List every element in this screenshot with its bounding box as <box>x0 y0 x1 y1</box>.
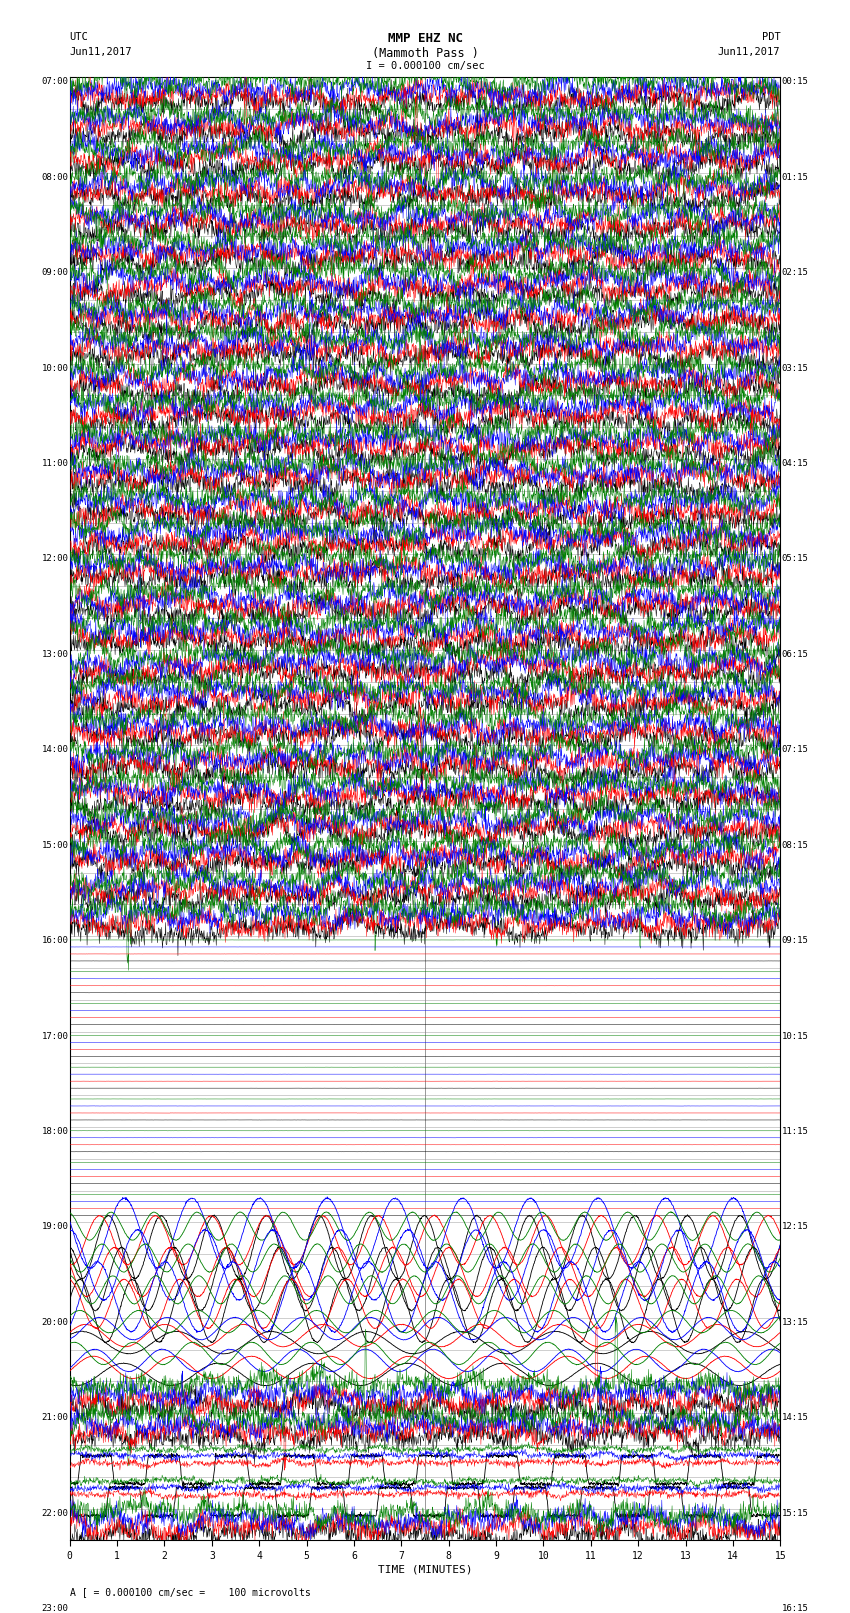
Text: 16:00: 16:00 <box>42 936 68 945</box>
Text: UTC: UTC <box>70 32 88 42</box>
Text: 21:00: 21:00 <box>42 1413 68 1423</box>
Text: I = 0.000100 cm/sec: I = 0.000100 cm/sec <box>366 61 484 71</box>
Text: 22:00: 22:00 <box>42 1508 68 1518</box>
Text: 05:15: 05:15 <box>782 555 808 563</box>
Text: 09:00: 09:00 <box>42 268 68 277</box>
Text: 12:15: 12:15 <box>782 1223 808 1231</box>
Text: 16:15: 16:15 <box>782 1603 808 1613</box>
Text: 12:00: 12:00 <box>42 555 68 563</box>
Text: 08:15: 08:15 <box>782 840 808 850</box>
Text: 08:00: 08:00 <box>42 173 68 182</box>
Text: 13:15: 13:15 <box>782 1318 808 1327</box>
Text: MMP EHZ NC: MMP EHZ NC <box>388 32 462 45</box>
Text: 18:00: 18:00 <box>42 1127 68 1136</box>
Text: 19:00: 19:00 <box>42 1223 68 1231</box>
Text: 00:15: 00:15 <box>782 77 808 87</box>
Text: 17:00: 17:00 <box>42 1032 68 1040</box>
Text: Jun11,2017: Jun11,2017 <box>70 47 133 56</box>
Text: 15:00: 15:00 <box>42 840 68 850</box>
Text: 07:15: 07:15 <box>782 745 808 755</box>
Text: 23:00: 23:00 <box>42 1603 68 1613</box>
Text: 02:15: 02:15 <box>782 268 808 277</box>
Text: 11:00: 11:00 <box>42 460 68 468</box>
Text: 03:15: 03:15 <box>782 363 808 373</box>
Text: 01:15: 01:15 <box>782 173 808 182</box>
Text: 10:00: 10:00 <box>42 363 68 373</box>
Text: 10:15: 10:15 <box>782 1032 808 1040</box>
Text: 14:00: 14:00 <box>42 745 68 755</box>
Text: 04:15: 04:15 <box>782 460 808 468</box>
X-axis label: TIME (MINUTES): TIME (MINUTES) <box>377 1565 473 1574</box>
Text: 06:15: 06:15 <box>782 650 808 658</box>
Text: 07:00: 07:00 <box>42 77 68 87</box>
Text: Jun11,2017: Jun11,2017 <box>717 47 780 56</box>
Text: 15:15: 15:15 <box>782 1508 808 1518</box>
Text: PDT: PDT <box>762 32 780 42</box>
Text: 13:00: 13:00 <box>42 650 68 658</box>
Text: A [ = 0.000100 cm/sec =    100 microvolts: A [ = 0.000100 cm/sec = 100 microvolts <box>70 1587 310 1597</box>
Text: 11:15: 11:15 <box>782 1127 808 1136</box>
Text: 09:15: 09:15 <box>782 936 808 945</box>
Text: 20:00: 20:00 <box>42 1318 68 1327</box>
Text: (Mammoth Pass ): (Mammoth Pass ) <box>371 47 479 60</box>
Text: 14:15: 14:15 <box>782 1413 808 1423</box>
